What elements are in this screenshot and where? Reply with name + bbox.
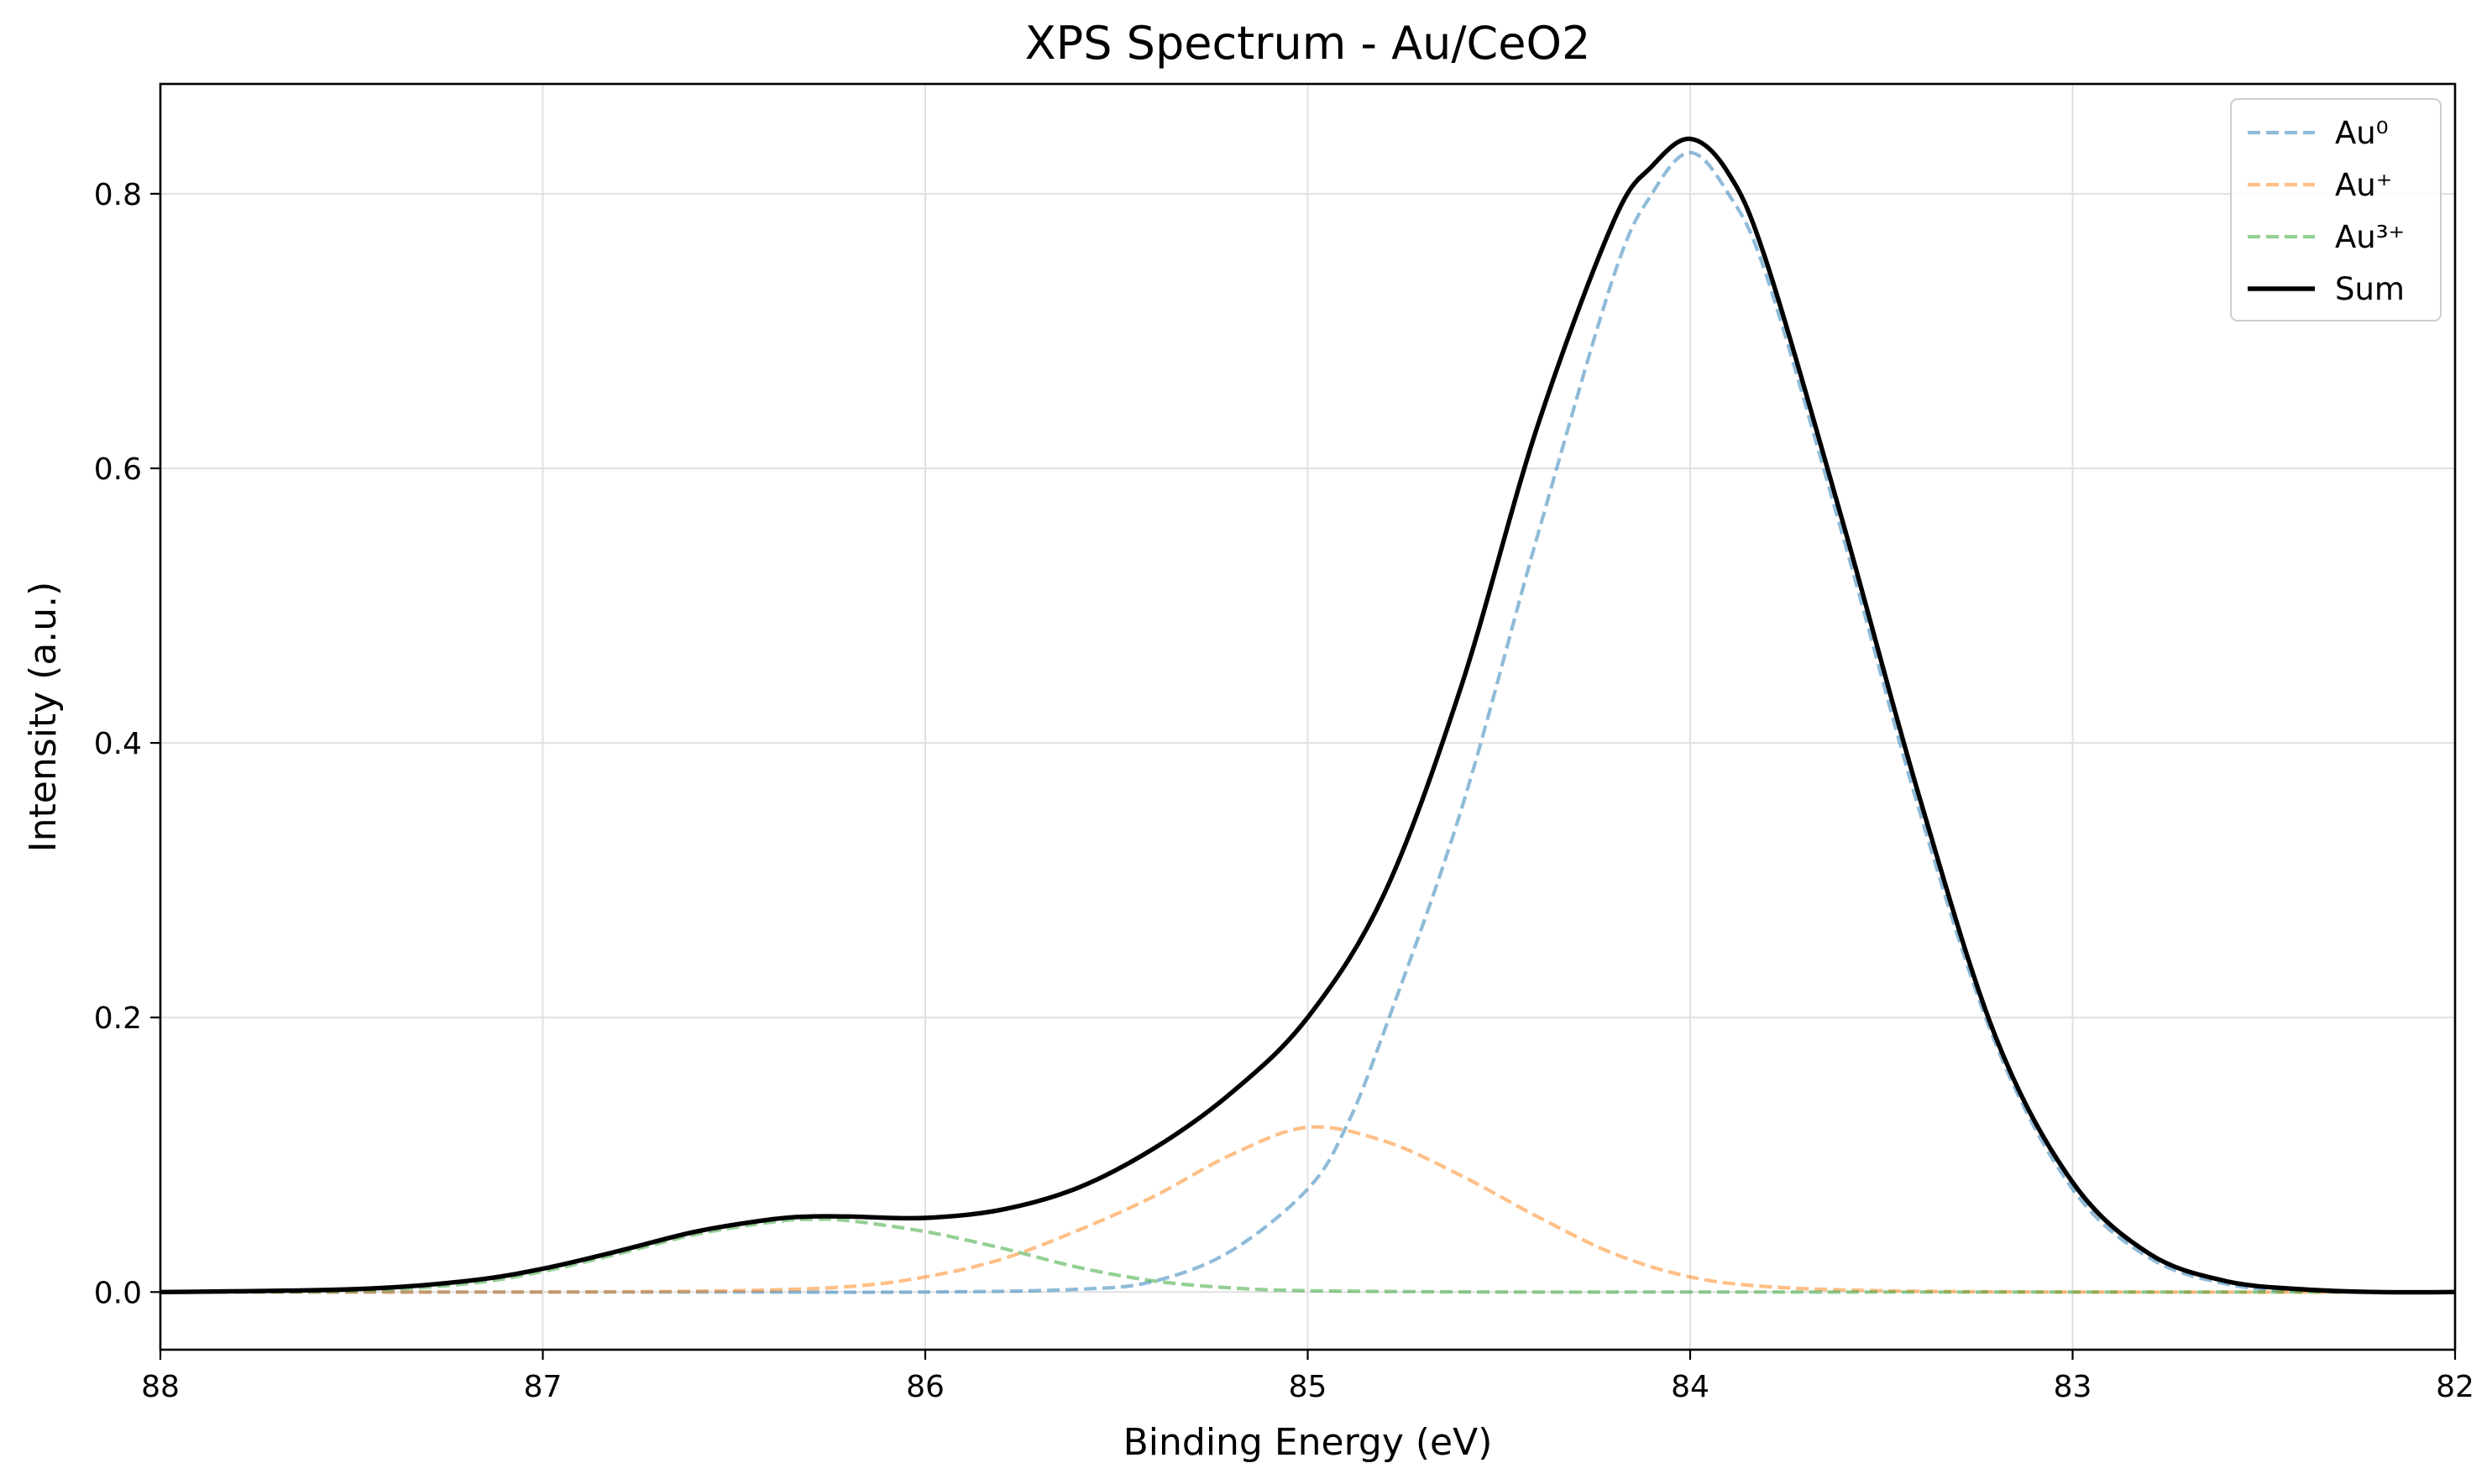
y-tick-label: 0.0 [94, 1276, 142, 1310]
legend-label: Au⁺ [2335, 167, 2392, 203]
x-tick-label: 83 [2054, 1370, 2092, 1404]
y-axis-title: Intensity (a.u.) [22, 582, 65, 853]
series-line-3 [160, 1217, 2455, 1294]
series-line-4 [160, 136, 2456, 1295]
legend-box [2230, 98, 2442, 321]
x-tick-label: 85 [1289, 1370, 1327, 1404]
x-tick-label: 82 [2436, 1370, 2474, 1404]
x-tick-label: 87 [524, 1370, 563, 1404]
y-tick-label: 0.4 [94, 727, 142, 761]
legend-label: Sum [2335, 271, 2405, 307]
x-tick-label: 84 [1671, 1370, 1709, 1404]
legend: Au⁰ Au⁺ Au³⁺ Sum [2230, 98, 2442, 321]
y-tick-label: 0.8 [94, 178, 142, 212]
x-axis-title: Binding Energy (eV) [1123, 1421, 1493, 1464]
axis-ticks: 88 87 86 85 84 83 82 0.0 0.2 0.4 0.6 0.8 [94, 178, 2474, 1404]
legend-label: Au⁰ [2335, 115, 2389, 151]
series-line-2 [160, 1125, 2456, 1294]
legend-label: Au³⁺ [2335, 219, 2405, 255]
x-tick-label: 86 [906, 1370, 945, 1404]
series-line-1 [160, 150, 2456, 1294]
chart-title: XPS Spectrum - Au/CeO2 [1025, 17, 1591, 70]
series-layer [160, 136, 2456, 1295]
x-tick-label: 88 [141, 1370, 180, 1404]
y-tick-label: 0.6 [94, 452, 142, 487]
y-tick-label: 0.2 [94, 1001, 142, 1036]
